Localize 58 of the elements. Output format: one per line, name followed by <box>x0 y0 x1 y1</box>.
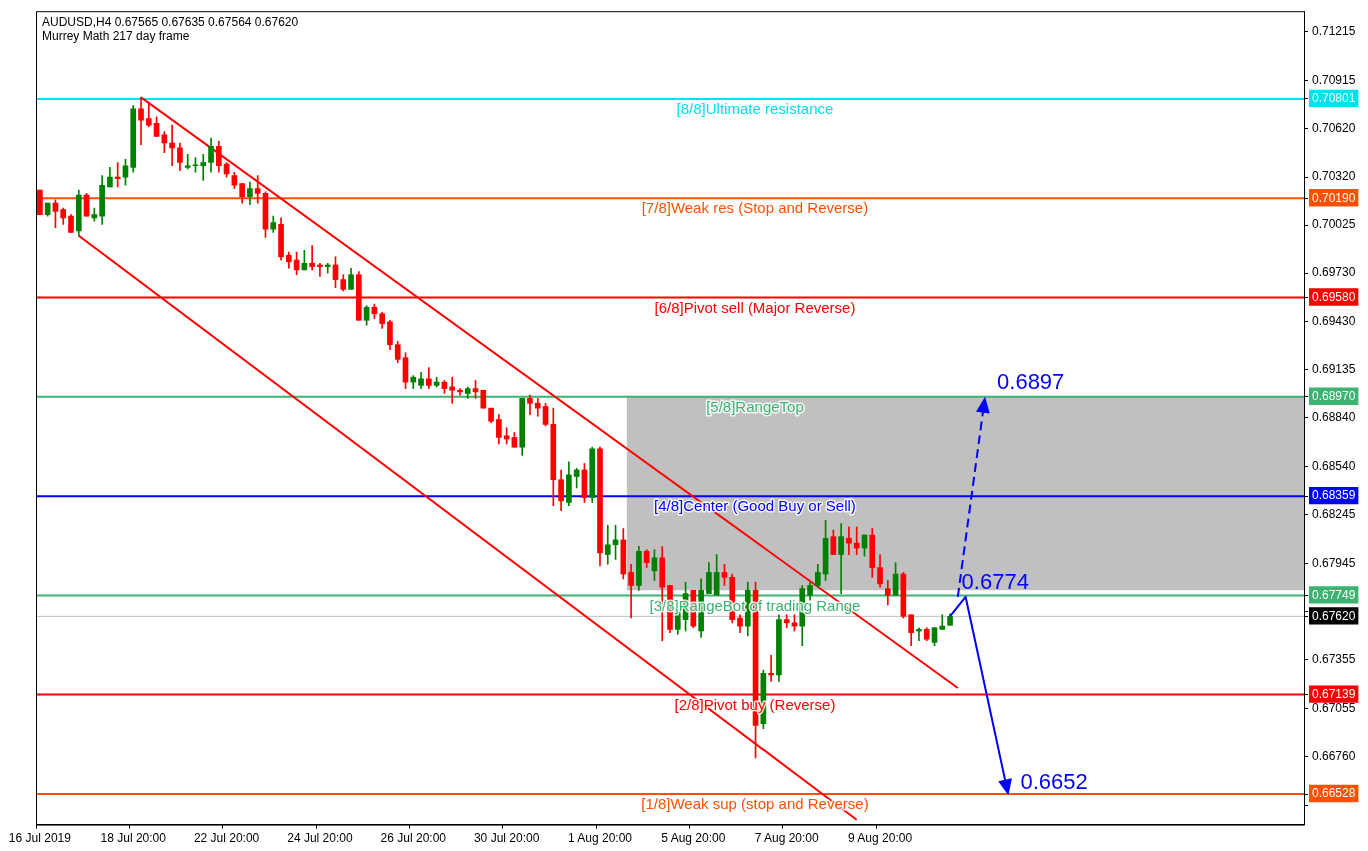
y-tick-label: 0.69730 <box>1312 265 1356 280</box>
candlestick <box>114 162 121 188</box>
annotation: 0.6652 <box>1020 769 1088 795</box>
y-tick-label: 0.67139 <box>1312 686 1356 701</box>
candlestick <box>939 614 946 630</box>
ref-line-label: [8/8]Ultimate resistance <box>676 100 834 118</box>
y-tick-label: 0.68970 <box>1312 389 1356 404</box>
y-tick-label: 0.69430 <box>1312 314 1356 329</box>
candlestick <box>254 175 261 204</box>
x-tick-label: 18 Jul 20:00 <box>100 831 167 846</box>
y-tick-label: 0.70915 <box>1312 72 1356 87</box>
y-tick-label: 0.68840 <box>1312 410 1356 425</box>
candlestick <box>309 245 315 271</box>
ref-line-label: [7/8]Weak res (Stop and Reverse) <box>641 199 869 217</box>
x-tick-label: 1 Aug 20:00 <box>567 831 633 846</box>
annotation: 0.6774 <box>961 568 1029 594</box>
y-tick-label: 0.69580 <box>1312 289 1356 304</box>
x-tick-label: 16 Jul 2019 <box>8 831 72 846</box>
y-tick-label: 0.67355 <box>1312 651 1356 666</box>
chart-title: AUDUSD,H4 0.67565 0.67635 0.67564 0.67620 <box>42 14 299 29</box>
candlestick <box>169 124 175 167</box>
x-tick-label: 9 Aug 20:00 <box>848 831 913 846</box>
y-tick-label: 0.67749 <box>1312 587 1356 602</box>
y-tick-label: 0.68245 <box>1312 507 1356 522</box>
y-tick-label: 0.67620 <box>1312 608 1356 623</box>
y-tick-label: 0.71215 <box>1312 23 1356 38</box>
candlestick <box>324 263 331 274</box>
y-tick-label: 0.70620 <box>1312 120 1356 135</box>
text: Murrey Math 217 day frame <box>42 28 190 43</box>
annotation: 0.6897 <box>997 368 1065 394</box>
y-tick-label: 0.67945 <box>1312 555 1356 570</box>
candlestick <box>916 627 922 642</box>
ref-line-label: [5/8]RangeTop <box>706 397 804 415</box>
x-tick-label: 26 Jul 20:00 <box>380 831 447 846</box>
candlestick <box>449 376 456 404</box>
y-tick-label: 0.68540 <box>1312 459 1356 474</box>
x-tick-label: 5 Aug 20:00 <box>661 831 726 846</box>
candlestick <box>317 263 323 277</box>
y-tick-label: 0.70025 <box>1312 217 1356 232</box>
y-tick-label: 0.66760 <box>1312 748 1356 763</box>
y-tick-label: 0.67055 <box>1312 700 1356 715</box>
x-tick-label: 24 Jul 20:00 <box>287 831 353 846</box>
x-tick-label: 22 Jul 20:00 <box>193 831 260 846</box>
candlestick <box>534 398 541 417</box>
ref-line-label: [6/8]Pivot sell (Major Reverse) <box>654 298 856 316</box>
candlestick <box>184 154 191 170</box>
candlestick <box>853 526 860 555</box>
candlestick <box>200 154 207 181</box>
y-tick-label: 0.70801 <box>1312 91 1356 106</box>
y-tick-label: 0.68359 <box>1312 488 1356 503</box>
y-tick-label: 0.66528 <box>1312 786 1356 801</box>
y-tick-label: 0.70320 <box>1312 169 1356 184</box>
candlestick <box>846 526 852 555</box>
y-tick-label: 0.70190 <box>1312 190 1356 205</box>
candlestick <box>768 655 774 682</box>
x-tick-label: 7 Aug 20:00 <box>754 831 820 846</box>
y-tick-label: 0.69135 <box>1312 362 1356 377</box>
x-tick-label: 30 Jul 20:00 <box>473 831 540 846</box>
